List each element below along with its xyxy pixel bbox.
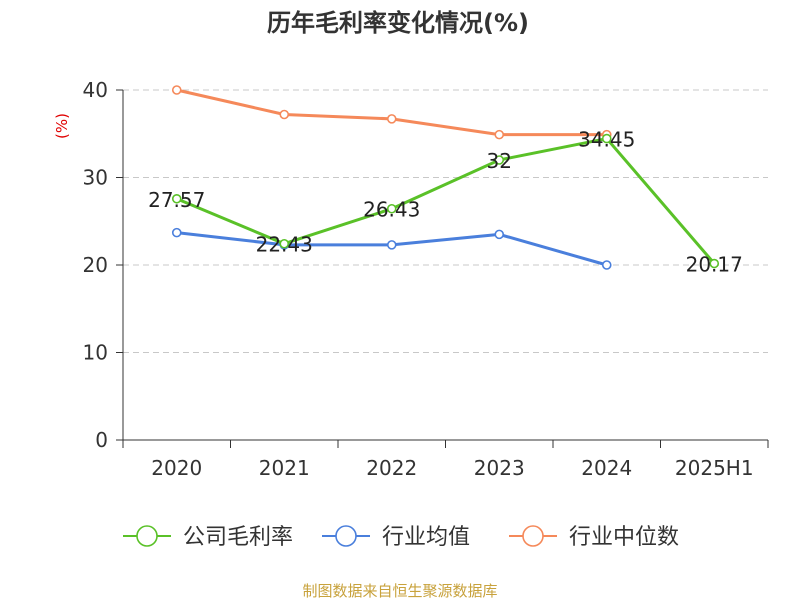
legend-label: 公司毛利率 bbox=[183, 525, 293, 550]
y-tick-label: 30 bbox=[83, 166, 108, 190]
x-tick-label: 2022 bbox=[366, 456, 417, 480]
data-point bbox=[601, 260, 612, 270]
series-line bbox=[176, 137, 716, 265]
legend: 公司毛利率 行业均值 行业中位数 bbox=[123, 525, 679, 550]
y-axis-unit-label: (%) bbox=[53, 113, 71, 139]
axes: 0 10 20 30 40 2020 2021 2022 2023 2024 2025H1 bbox=[83, 78, 769, 480]
data-point bbox=[171, 193, 182, 204]
source-note: 制图数据来自恒生聚源数据库 bbox=[302, 582, 497, 600]
data-point bbox=[709, 258, 720, 269]
data-label: 20.17 bbox=[686, 253, 743, 277]
series-line bbox=[176, 88, 607, 137]
y-tick-label: 0 bbox=[95, 428, 108, 452]
legend-marker-icon bbox=[335, 525, 357, 547]
data-labels-layer: 27.57 22.43 26.43 32 34.45 20.17 bbox=[148, 128, 743, 277]
data-point bbox=[494, 155, 505, 165]
data-point bbox=[386, 114, 397, 124]
legend-label: 行业中位数 bbox=[569, 525, 679, 550]
data-point bbox=[494, 129, 505, 140]
x-tick-label: 2023 bbox=[474, 456, 525, 480]
data-point bbox=[279, 238, 290, 249]
data-label: 26.43 bbox=[363, 198, 420, 222]
x-tick-label: 2020 bbox=[151, 456, 202, 480]
data-point bbox=[386, 203, 397, 214]
legend-marker-icon bbox=[136, 525, 158, 547]
x-tick-label: 2025H1 bbox=[675, 456, 754, 480]
data-point bbox=[279, 109, 290, 120]
data-label: 22.43 bbox=[256, 233, 313, 257]
chart-title: 历年毛利率变化情况(%) bbox=[267, 9, 529, 37]
legend-marker-icon bbox=[522, 525, 544, 547]
data-label: 27.57 bbox=[148, 188, 205, 212]
y-tick-label: 40 bbox=[83, 78, 108, 102]
data-point bbox=[494, 229, 505, 240]
y-tick-label: 10 bbox=[83, 341, 108, 365]
data-point bbox=[171, 227, 182, 238]
x-tick-label: 2021 bbox=[259, 456, 310, 480]
x-tick-label: 2024 bbox=[581, 456, 632, 480]
series-layer bbox=[171, 85, 720, 270]
grid-lines bbox=[123, 89, 768, 353]
data-label: 32 bbox=[487, 149, 512, 173]
data-label: 34.45 bbox=[578, 128, 635, 152]
data-point bbox=[171, 85, 182, 95]
legend-label: 行业均值 bbox=[382, 525, 470, 550]
data-point bbox=[601, 133, 612, 144]
y-tick-label: 20 bbox=[83, 253, 108, 277]
data-point bbox=[386, 240, 397, 250]
